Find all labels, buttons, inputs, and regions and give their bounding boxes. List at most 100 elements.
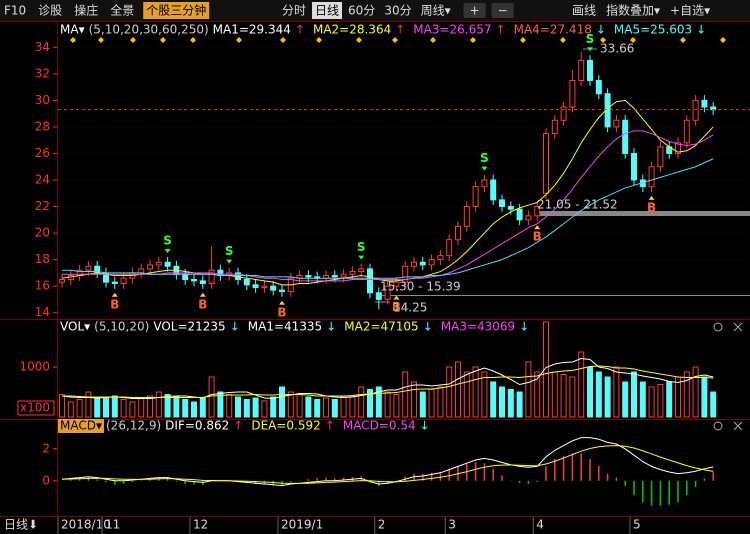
volume-bar <box>648 386 655 418</box>
candle-body <box>59 279 65 283</box>
y-tick-label: 26 <box>35 146 50 160</box>
legend-text[interactable]: MACD▾ <box>60 419 102 433</box>
signal-arrow <box>199 292 206 297</box>
buy-signal: B <box>110 297 119 311</box>
zoom-button[interactable]: + <box>470 4 480 18</box>
ma-line <box>62 130 714 282</box>
signal-arrow <box>226 259 233 264</box>
candle-body <box>499 199 505 208</box>
volume-bar <box>76 399 83 418</box>
volume-bar <box>67 401 74 418</box>
buy-signal: B <box>647 200 656 214</box>
candle-body <box>587 60 593 81</box>
icon[interactable] <box>713 322 723 332</box>
volume-bar <box>490 381 497 418</box>
volume-bar <box>499 386 505 418</box>
candle-body <box>367 268 373 294</box>
candle-body <box>155 261 162 266</box>
y-tick-label: 20 <box>35 226 50 240</box>
volume-bar <box>639 381 646 418</box>
candle-body <box>675 142 681 154</box>
period-button[interactable]: 60分 <box>348 4 375 18</box>
volume-bar <box>587 366 593 418</box>
candle-body <box>199 280 206 284</box>
toolbar-button[interactable]: 个股三分钟 <box>146 3 206 18</box>
zoom-bg <box>463 3 486 18</box>
candle-body <box>613 119 620 128</box>
toolbar-button[interactable]: 画线 <box>572 4 596 18</box>
period-label[interactable]: 日线⬇ <box>4 518 38 532</box>
unit-label: x100 <box>20 401 50 415</box>
volume-bar <box>419 391 426 418</box>
period-button[interactable]: 30分 <box>384 4 411 18</box>
volume-bar <box>525 361 532 418</box>
y-tick-label: 30 <box>35 93 50 107</box>
icon[interactable] <box>733 421 743 431</box>
toolbar-button[interactable]: 全景 <box>110 3 134 18</box>
toolbar-button[interactable]: 诊股 <box>38 4 62 18</box>
y-tick-label: 34 <box>35 40 50 54</box>
toolbar-button[interactable]: F10 <box>4 4 26 18</box>
unit-bg <box>17 400 55 416</box>
candle-body <box>692 99 699 121</box>
candle-body <box>648 166 655 188</box>
legend-text: (26,12,9) <box>106 419 161 433</box>
volume-bar <box>270 396 277 418</box>
volume-bar <box>147 395 153 418</box>
candle-body <box>191 279 197 282</box>
volume-bar <box>595 371 602 418</box>
toolbar-button[interactable]: 操庄 <box>74 3 98 18</box>
volume-bar <box>384 391 391 418</box>
volume-bar <box>182 399 189 418</box>
volume-bar <box>323 397 329 418</box>
volume-bar <box>446 366 453 418</box>
volume-bar <box>631 371 637 418</box>
toolbar-button[interactable]: 指数叠加▾ <box>606 3 660 18</box>
volume-bar <box>710 391 717 418</box>
icon[interactable] <box>713 421 723 431</box>
icon[interactable] <box>733 322 743 332</box>
period-button[interactable]: 分时 <box>282 4 306 18</box>
buy-signal: B <box>533 230 542 244</box>
volume-bar <box>129 401 136 418</box>
period-button[interactable]: 日线 <box>315 4 339 18</box>
zoom-button[interactable]: − <box>498 4 508 18</box>
volume-bar <box>59 394 65 418</box>
candle-body <box>543 133 549 194</box>
period-button[interactable]: 周线▾ <box>421 4 451 18</box>
volume-bar <box>666 381 673 418</box>
candle-body <box>463 206 470 227</box>
volume-bar <box>683 371 690 418</box>
toolbar-button[interactable]: +自选▾ <box>670 4 710 18</box>
volume-bar <box>622 381 629 418</box>
y-tick-label: 24 <box>35 172 50 186</box>
candle-body <box>595 79 602 95</box>
candle-body <box>217 269 224 277</box>
volume-bar <box>235 396 241 418</box>
candle-body <box>182 273 189 281</box>
volume-bar <box>411 381 417 418</box>
price-annotation: 33.66 <box>600 42 634 56</box>
candle-body <box>147 264 153 270</box>
sell-signal: S <box>357 240 366 254</box>
candle-body <box>569 79 576 108</box>
candle-body <box>411 261 417 267</box>
legend-text: MA4=27.418 <box>514 23 592 37</box>
x-tick-label: 4 <box>536 518 544 532</box>
candle-body <box>657 146 664 168</box>
volume-bar <box>437 386 444 418</box>
candle-body <box>208 269 215 284</box>
legend-text: ↑ <box>233 419 243 433</box>
sell-signal: S <box>586 32 595 46</box>
volume-bar <box>296 394 303 418</box>
legend-text: MA3=43069 <box>441 320 515 334</box>
legend-text: VOL=21235 <box>153 320 225 334</box>
volume-bar <box>164 394 171 418</box>
signal-arrow <box>587 47 593 52</box>
candle-body <box>331 275 338 278</box>
candle-body <box>279 289 285 292</box>
x-tick-label: 2 <box>378 518 386 532</box>
signal-arrow <box>393 295 400 300</box>
volume-bar <box>428 389 435 418</box>
range-band <box>540 211 750 216</box>
